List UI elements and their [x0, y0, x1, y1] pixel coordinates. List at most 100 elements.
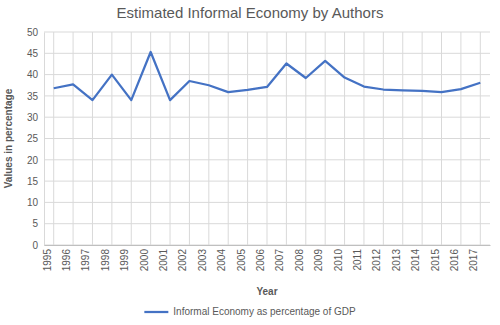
x-tick: 2007 — [274, 245, 287, 271]
chart: 0 5 10 15 20 25 30 35 40 45 50 1995 1996 1997 1998 1999… — [0, 0, 500, 325]
x-tick-label: 2007 — [274, 249, 285, 272]
grid-line — [53, 32, 54, 245]
x-tick: 2001 — [158, 245, 171, 271]
grid-line — [131, 32, 132, 245]
x-tick-label: 2005 — [236, 249, 247, 272]
x-tick: 2015 — [430, 245, 443, 271]
x-tick: 2008 — [294, 245, 307, 271]
y-axis-line — [44, 33, 45, 246]
y-tick-label: 15 — [27, 176, 39, 187]
x-tick: 2010 — [333, 245, 346, 271]
y-tick: 20 — [27, 155, 44, 166]
x-tick: 2009 — [313, 245, 326, 271]
x-tick-label: 1997 — [80, 249, 91, 272]
x-tick: 2004 — [216, 245, 229, 271]
grid-line — [111, 32, 112, 245]
y-tick-label: 45 — [27, 48, 39, 59]
x-tick-label: 1999 — [119, 249, 130, 272]
grid-line — [208, 32, 209, 245]
x-tick-label: 2000 — [139, 249, 150, 272]
plot-area: 0 5 10 15 20 25 30 35 40 45 50 1995 1996 1997 1998 1999… — [27, 27, 491, 272]
grid-line — [73, 32, 74, 245]
grid-line — [441, 32, 442, 245]
y-tick-label: 0 — [32, 240, 38, 251]
y-tick-label: 50 — [27, 27, 39, 38]
x-tick: 2003 — [197, 245, 210, 271]
x-tick-label: 2003 — [197, 249, 208, 272]
y-tick-label: 35 — [27, 91, 39, 102]
x-tick-label: 2015 — [430, 249, 441, 272]
y-tick: 10 — [27, 197, 44, 208]
y-tick: 45 — [27, 48, 44, 59]
x-tick: 2006 — [255, 245, 268, 271]
x-tick-label: 2017 — [468, 249, 479, 272]
grid-line — [325, 32, 326, 245]
x-tick-label: 2008 — [294, 249, 305, 272]
y-tick-label: 10 — [27, 197, 39, 208]
grid-line — [305, 32, 306, 245]
grid-line — [422, 32, 423, 245]
grid-line — [228, 32, 229, 245]
x-tick: 1996 — [61, 245, 74, 271]
grid-line — [267, 32, 268, 245]
x-tick-label: 2011 — [352, 249, 363, 271]
legend-swatch — [144, 311, 168, 313]
grid-line — [247, 32, 248, 245]
y-tick: 25 — [27, 133, 44, 144]
x-tick: 2012 — [371, 245, 384, 271]
x-tick: 2011 — [352, 245, 365, 271]
y-tick: 5 — [32, 218, 44, 229]
x-tick-label: 2001 — [158, 249, 169, 272]
x-tick: 2017 — [468, 245, 481, 271]
x-tick: 1999 — [119, 245, 131, 271]
y-tick-label: 5 — [32, 218, 38, 229]
grid-line — [189, 32, 190, 245]
y-axis-title: Values in percentage — [3, 88, 14, 188]
series-line — [54, 52, 481, 100]
x-tick-label: 2016 — [449, 249, 460, 272]
grid-line — [150, 32, 151, 245]
x-tick: 1998 — [100, 245, 113, 271]
x-tick: 1995 — [42, 245, 55, 271]
y-tick-label: 40 — [27, 69, 39, 80]
x-tick: 2005 — [236, 245, 249, 271]
x-tick-label: 2006 — [255, 249, 266, 272]
y-tick: 30 — [27, 112, 44, 123]
x-tick: 2013 — [391, 245, 404, 271]
x-tick: 1997 — [80, 245, 93, 271]
x-tick-label: 1996 — [61, 249, 72, 272]
y-tick: 15 — [27, 176, 44, 187]
x-tick-label: 2012 — [371, 249, 382, 272]
y-tick: 40 — [27, 69, 44, 80]
x-tick-label: 1998 — [100, 249, 111, 272]
x-tick: 2016 — [449, 245, 462, 271]
x-tick-label: 2004 — [216, 249, 227, 272]
series-group — [54, 52, 481, 100]
y-axis: 0 5 10 15 20 25 30 35 40 45 50 — [27, 27, 45, 251]
x-tick: 2002 — [177, 245, 190, 271]
x-axis-line — [45, 245, 491, 246]
x-axis-title: Year — [256, 286, 277, 297]
grid-line — [480, 32, 481, 245]
grid-line — [363, 32, 364, 245]
x-tick-label: 2010 — [333, 249, 344, 272]
grid-line — [344, 32, 345, 245]
x-tick-label: 2009 — [313, 249, 324, 272]
legend-item: Informal Economy as percentage of GDP — [144, 306, 356, 317]
x-tick-label: 2002 — [177, 249, 188, 272]
x-axis: 1995 1996 1997 1998 1999 2000 2001 2002 2003 2004… — [42, 245, 491, 271]
x-tick: 2014 — [410, 245, 423, 271]
title: Estimated Informal Economy by Authors — [117, 4, 384, 21]
grid — [44, 32, 490, 245]
y-tick: 35 — [27, 91, 44, 102]
y-tick: 50 — [27, 27, 44, 38]
grid-line — [402, 32, 403, 245]
y-tick-label: 20 — [27, 155, 39, 166]
grid-line — [92, 32, 93, 245]
grid-line — [170, 32, 171, 245]
grid-line — [460, 32, 461, 245]
legend-label: Informal Economy as percentage of GDP — [173, 306, 356, 317]
y-tick-label: 30 — [27, 112, 39, 123]
x-tick-label: 2014 — [410, 249, 421, 272]
x-tick: 2000 — [139, 245, 152, 271]
